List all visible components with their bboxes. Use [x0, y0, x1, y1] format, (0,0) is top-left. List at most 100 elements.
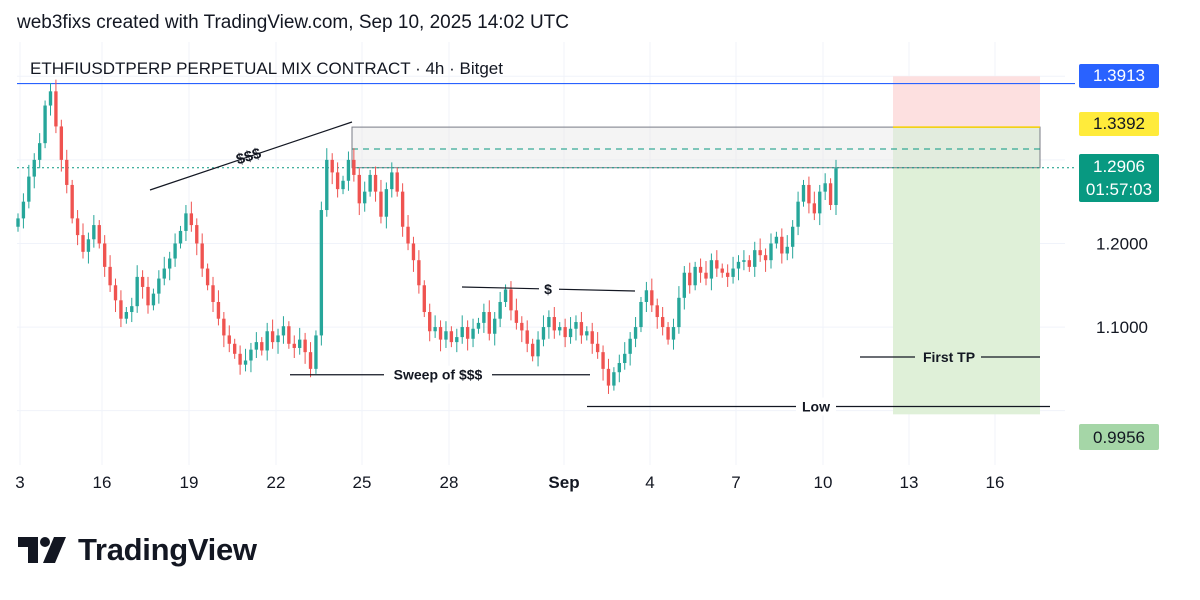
candle[interactable] — [487, 300, 491, 341]
candle[interactable] — [818, 184, 822, 226]
candle[interactable] — [303, 332, 307, 364]
candle[interactable] — [140, 270, 145, 299]
candle[interactable] — [834, 159, 838, 216]
candle[interactable] — [233, 338, 237, 359]
candle[interactable] — [281, 316, 286, 344]
candle[interactable] — [65, 149, 69, 194]
candle[interactable] — [698, 258, 703, 283]
candle[interactable] — [590, 322, 594, 354]
candle[interactable] — [828, 178, 833, 211]
candle[interactable] — [184, 205, 188, 241]
candle[interactable] — [400, 183, 405, 237]
candle[interactable] — [498, 291, 502, 328]
candle[interactable] — [525, 320, 529, 353]
candle[interactable] — [417, 250, 421, 294]
candle[interactable] — [574, 315, 578, 341]
candle[interactable] — [173, 233, 177, 267]
candle[interactable] — [108, 255, 112, 292]
candle[interactable] — [352, 148, 356, 182]
candle[interactable] — [368, 169, 372, 197]
candle[interactable] — [688, 262, 692, 294]
candle[interactable] — [823, 173, 827, 200]
candle[interactable] — [16, 213, 20, 232]
candle[interactable] — [227, 325, 231, 353]
candle[interactable] — [325, 148, 329, 217]
candle[interactable] — [612, 367, 616, 391]
candle[interactable] — [308, 342, 313, 378]
candle[interactable] — [32, 153, 36, 189]
candle[interactable] — [406, 215, 410, 251]
candle[interactable] — [774, 231, 779, 249]
candle[interactable] — [563, 318, 567, 348]
candle[interactable] — [558, 322, 562, 336]
candle[interactable] — [433, 315, 437, 338]
candle[interactable] — [357, 168, 361, 216]
candle[interactable] — [438, 320, 443, 352]
candle[interactable] — [677, 286, 681, 334]
candle[interactable] — [644, 281, 649, 313]
candle[interactable] — [579, 312, 584, 344]
candle[interactable] — [422, 280, 426, 318]
candle[interactable] — [162, 256, 166, 286]
candle[interactable] — [54, 79, 58, 134]
candle[interactable] — [742, 250, 746, 271]
candle[interactable] — [330, 153, 334, 185]
candle[interactable] — [341, 175, 345, 195]
candle[interactable] — [731, 256, 735, 284]
candle[interactable] — [384, 182, 389, 229]
tradingview-logo[interactable]: TradingView — [18, 532, 257, 568]
candle[interactable] — [216, 290, 221, 326]
candle[interactable] — [200, 233, 204, 277]
candle[interactable] — [785, 235, 789, 261]
candle[interactable] — [493, 312, 497, 346]
candle[interactable] — [314, 330, 318, 374]
candle[interactable] — [606, 358, 611, 394]
candle[interactable] — [753, 241, 757, 277]
candle[interactable] — [411, 236, 416, 272]
candle[interactable] — [86, 232, 91, 264]
candle[interactable] — [536, 331, 540, 367]
candle[interactable] — [736, 255, 741, 281]
candle[interactable] — [270, 319, 275, 349]
candle[interactable] — [130, 297, 134, 323]
candle[interactable] — [124, 307, 129, 324]
candle[interactable] — [520, 316, 524, 343]
candle[interactable] — [97, 220, 101, 249]
candle[interactable] — [211, 276, 215, 313]
candle[interactable] — [59, 119, 64, 172]
candle[interactable] — [509, 281, 513, 321]
candle[interactable] — [790, 220, 795, 259]
candle[interactable] — [628, 332, 632, 366]
candle[interactable] — [287, 321, 291, 349]
candle[interactable] — [363, 181, 367, 212]
candle[interactable] — [769, 233, 773, 269]
candle[interactable] — [693, 261, 697, 291]
candle[interactable] — [146, 276, 150, 314]
candle[interactable] — [449, 326, 454, 348]
candle[interactable] — [476, 317, 481, 334]
candle[interactable] — [390, 162, 394, 198]
candle[interactable] — [373, 166, 378, 202]
candle[interactable] — [346, 151, 351, 191]
candle[interactable] — [763, 248, 768, 272]
candle[interactable] — [682, 266, 686, 310]
candle[interactable] — [48, 82, 53, 116]
candle[interactable] — [552, 307, 556, 339]
candle[interactable] — [238, 345, 242, 375]
candle[interactable] — [222, 312, 226, 348]
candle[interactable] — [617, 354, 621, 383]
candle[interactable] — [254, 332, 259, 358]
candle[interactable] — [655, 298, 659, 329]
candle[interactable] — [43, 100, 47, 149]
candle[interactable] — [812, 191, 817, 221]
candle[interactable] — [151, 288, 156, 311]
candle[interactable] — [747, 255, 752, 272]
candle[interactable] — [205, 263, 210, 291]
candle[interactable] — [276, 328, 280, 354]
candle[interactable] — [113, 278, 118, 313]
candle[interactable] — [157, 270, 161, 304]
candle[interactable] — [92, 215, 96, 248]
candle[interactable] — [633, 317, 638, 348]
candle[interactable] — [102, 235, 107, 277]
